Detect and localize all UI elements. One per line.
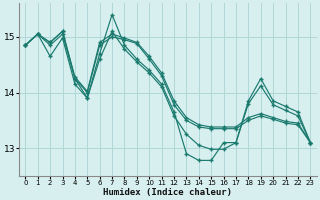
X-axis label: Humidex (Indice chaleur): Humidex (Indice chaleur)	[103, 188, 232, 197]
